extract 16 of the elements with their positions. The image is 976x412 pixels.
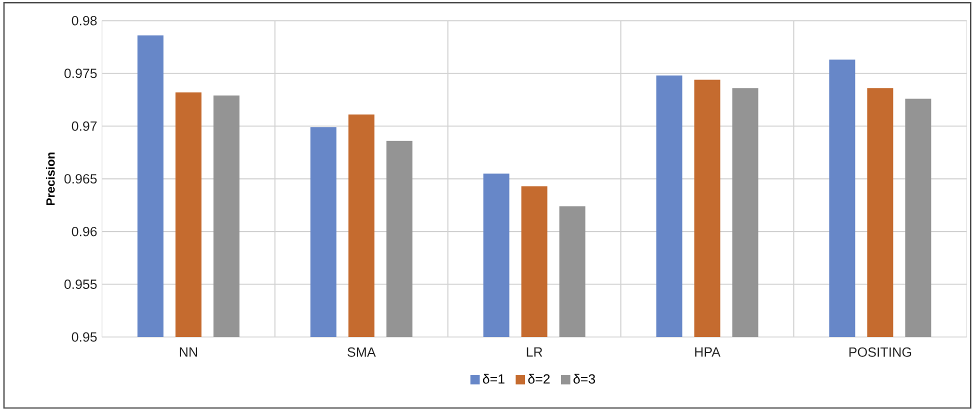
y-tick-label: 0.97 (72, 121, 97, 131)
x-tick-label: HPA (695, 347, 720, 357)
legend-label: δ=1 (482, 374, 504, 384)
y-tick-label: 0.96 (72, 226, 97, 236)
y-axis-title: Precision (46, 152, 55, 206)
x-tick-label: SMA (348, 347, 376, 357)
x-tick-label: NN (180, 347, 198, 357)
y-tick-label: 0.965 (64, 174, 97, 184)
y-tick-label: 0.975 (64, 68, 97, 78)
y-tick-label: 0.955 (64, 280, 97, 289)
y-tick-label: 0.98 (72, 16, 97, 26)
legend-label: δ=2 (528, 374, 550, 384)
x-tick-label: POSITING (849, 347, 912, 357)
x-tick-label: LR (526, 347, 542, 357)
legend-label: δ=3 (574, 374, 596, 384)
y-tick-label: 0.95 (72, 332, 97, 342)
